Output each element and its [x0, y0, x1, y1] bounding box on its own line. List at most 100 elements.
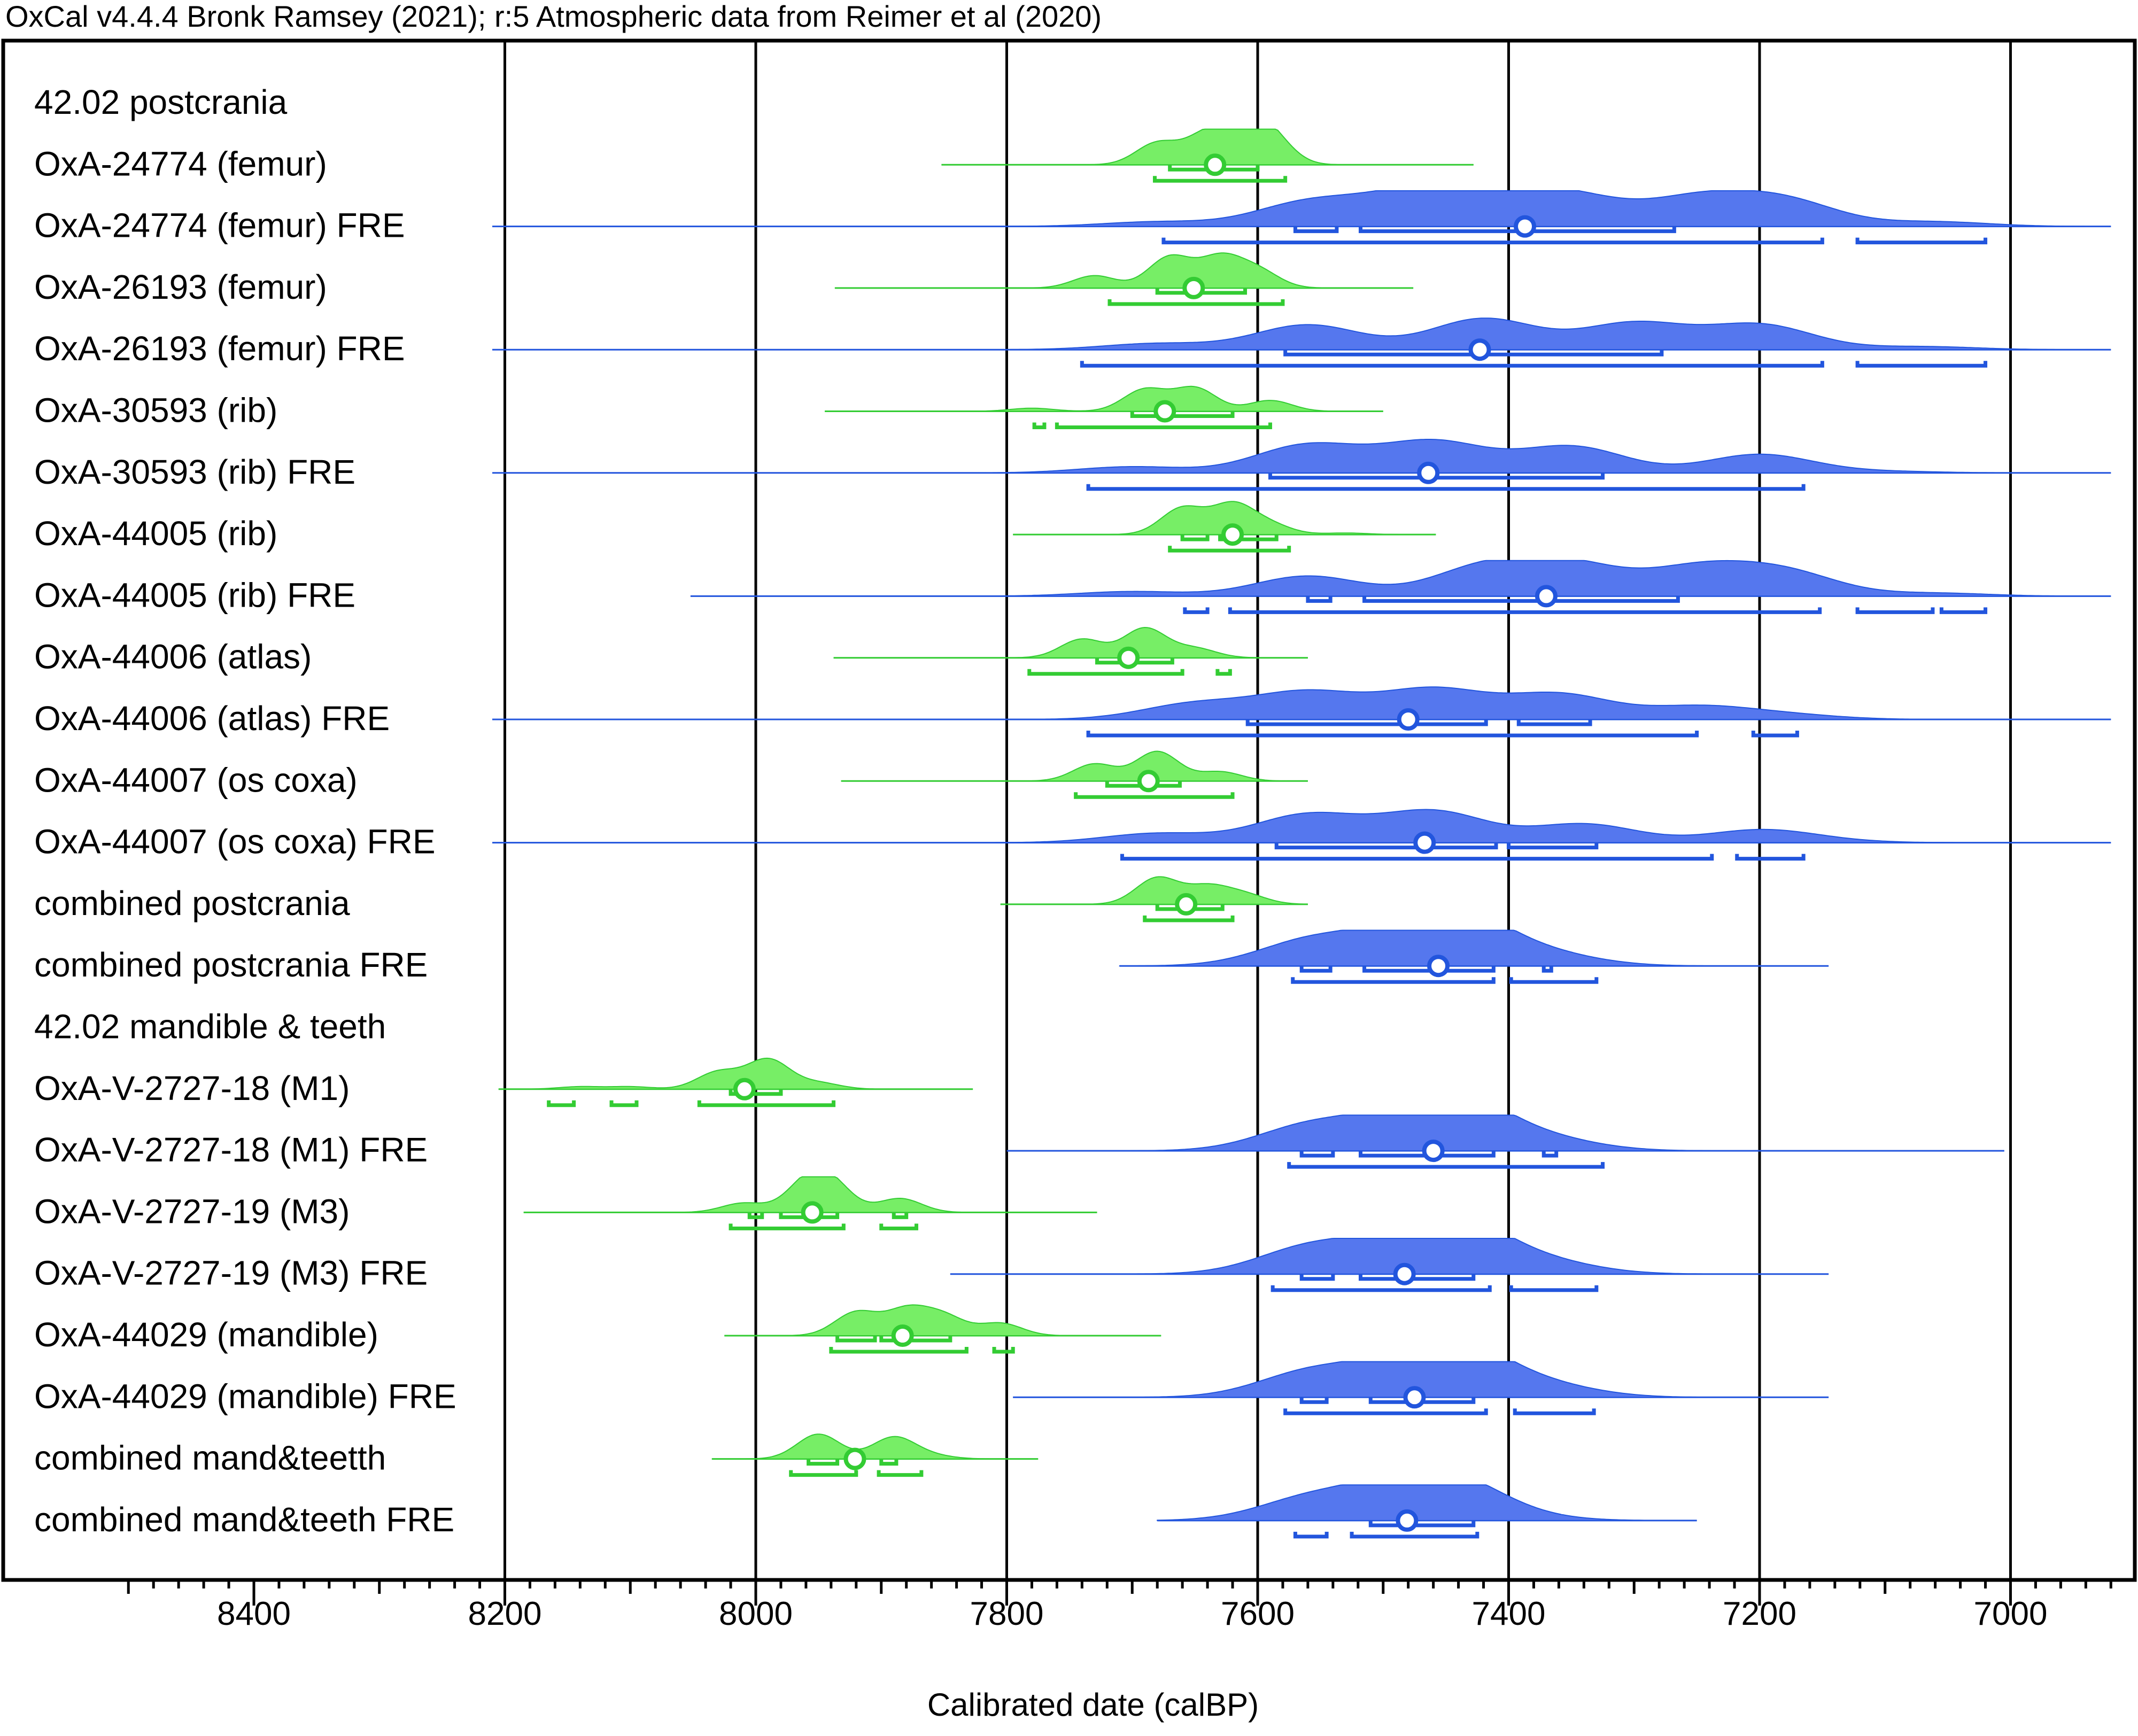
- sigma2-range: [609, 1100, 639, 1107]
- sigma2-range: [1283, 1408, 1488, 1415]
- sigma2-range: [1735, 854, 1806, 861]
- probability-density: [834, 252, 1414, 289]
- row-label: OxA-44005 (rib) FRE: [34, 576, 355, 614]
- series-row: [1000, 876, 1308, 923]
- sigma2-range: [547, 1100, 576, 1107]
- series-row: [492, 686, 2111, 738]
- series-row: [492, 439, 2111, 491]
- row-label: OxA-V-2727-19 (M3): [34, 1192, 350, 1230]
- probability-density: [1119, 929, 1829, 967]
- x-tick-label: 8000: [719, 1595, 793, 1632]
- row-label: OxA-44029 (mandible): [34, 1315, 378, 1354]
- sigma1-range: [1218, 534, 1279, 541]
- mean-marker: [1397, 708, 1420, 731]
- row-label: OxA-30593 (rib): [34, 391, 277, 430]
- sigma1-range: [1274, 842, 1498, 850]
- mean-marker: [1514, 215, 1537, 238]
- sigma2-range: [1120, 854, 1714, 861]
- sigma1-range: [1306, 596, 1333, 603]
- probability-density: [833, 626, 1308, 658]
- row-label: OxA-24774 (femur): [34, 144, 327, 183]
- row-labels: 42.02 postcrania OxA-24774 (femur) OxA-247…: [34, 83, 456, 1539]
- sigma2-range: [1143, 915, 1235, 923]
- sigma2-range: [1055, 422, 1272, 429]
- mean-marker: [891, 1324, 914, 1347]
- probability-density: [1006, 1114, 2004, 1152]
- sigma2-range: [1153, 176, 1288, 183]
- sigma2-range: [1086, 731, 1699, 738]
- chart-title: OxCal v4.4.4 Bronk Ramsey (2021); r:5 At…: [5, 0, 1102, 33]
- sigma2-range: [1855, 237, 1988, 245]
- sigma2-range: [1509, 977, 1599, 984]
- probability-density: [825, 385, 1383, 412]
- probability-density: [1013, 501, 1436, 536]
- mean-marker: [1403, 1386, 1426, 1409]
- mean-marker: [1413, 831, 1436, 854]
- sigma1-range: [1362, 596, 1680, 603]
- row-label: OxA-44006 (atlas) FRE: [34, 699, 390, 738]
- x-tick-label: 8400: [217, 1595, 291, 1632]
- sigma2-range: [992, 1347, 1015, 1354]
- mean-marker: [1535, 585, 1558, 608]
- sigma2-range: [877, 1470, 924, 1477]
- series-row: [523, 1176, 1097, 1230]
- mean-marker: [1175, 893, 1198, 916]
- mean-marker: [1468, 338, 1491, 361]
- plot-frame: [1, 38, 2137, 1582]
- probability-density: [711, 1433, 1039, 1460]
- row-label: OxA-44005 (rib): [34, 514, 277, 553]
- sigma2-range: [729, 1223, 846, 1230]
- x-axis: 8400 8200 8000 7800 7600 7400 7200 7000: [127, 1580, 2112, 1632]
- row-label: OxA-24774 (femur) FRE: [34, 206, 405, 245]
- sigma1-range: [1299, 966, 1333, 973]
- probability-density: [950, 1238, 1829, 1275]
- series-row: [950, 1238, 1829, 1292]
- series-row: [833, 626, 1308, 676]
- sigma1-range: [747, 1212, 764, 1219]
- sigma2-range: [1350, 1531, 1479, 1539]
- mean-marker: [1221, 523, 1244, 546]
- probability-density: [523, 1176, 1097, 1213]
- row-label: OxA-44006 (atlas): [34, 638, 312, 676]
- mean-marker: [1153, 400, 1176, 423]
- sigma2-range: [1107, 299, 1285, 306]
- sigma2-range: [1027, 669, 1184, 676]
- sigma2-range: [1161, 237, 1824, 245]
- sigma2-range: [1183, 607, 1210, 614]
- mean-marker: [843, 1447, 866, 1470]
- sigma2-range: [1074, 792, 1235, 799]
- series-row: [498, 1057, 973, 1107]
- sigma2-range: [1228, 607, 1822, 614]
- sigma1-range: [729, 1089, 783, 1096]
- sigma1-range: [1130, 411, 1235, 418]
- x-tick-label: 8200: [468, 1595, 542, 1632]
- row-label: OxA-26193 (femur) FRE: [34, 329, 405, 368]
- series-row: [1013, 1361, 1829, 1415]
- sigma1-range: [1507, 842, 1599, 850]
- series-rows: [492, 128, 2111, 1539]
- row-label: 42.02 mandible & teeth: [34, 1007, 386, 1046]
- series-row: [724, 1304, 1161, 1354]
- sigma1-range: [1293, 226, 1339, 234]
- mean-marker: [1182, 276, 1205, 299]
- probability-density: [1157, 1484, 1697, 1521]
- row-label: OxA-26193 (femur): [34, 268, 327, 306]
- sigma1-range: [807, 1459, 840, 1466]
- probability-density: [841, 750, 1308, 782]
- probability-density: [690, 560, 2111, 597]
- row-label: OxA-44029 (mandible) FRE: [34, 1377, 456, 1415]
- series-row: [1157, 1484, 1697, 1539]
- series-row: [825, 385, 1383, 429]
- sigma2-range: [879, 1223, 918, 1230]
- sigma2-range: [1751, 731, 1799, 738]
- sigma2-range: [1080, 361, 1824, 368]
- probability-density: [492, 439, 2111, 474]
- series-row: [711, 1433, 1039, 1477]
- sigma2-range: [1509, 1285, 1599, 1292]
- series-row: [841, 750, 1308, 799]
- sigma1-range: [1180, 534, 1210, 541]
- sigma1-range: [892, 1212, 909, 1219]
- series-row: [834, 252, 1414, 306]
- sigma2-range: [1168, 546, 1291, 553]
- probability-density: [492, 317, 2111, 351]
